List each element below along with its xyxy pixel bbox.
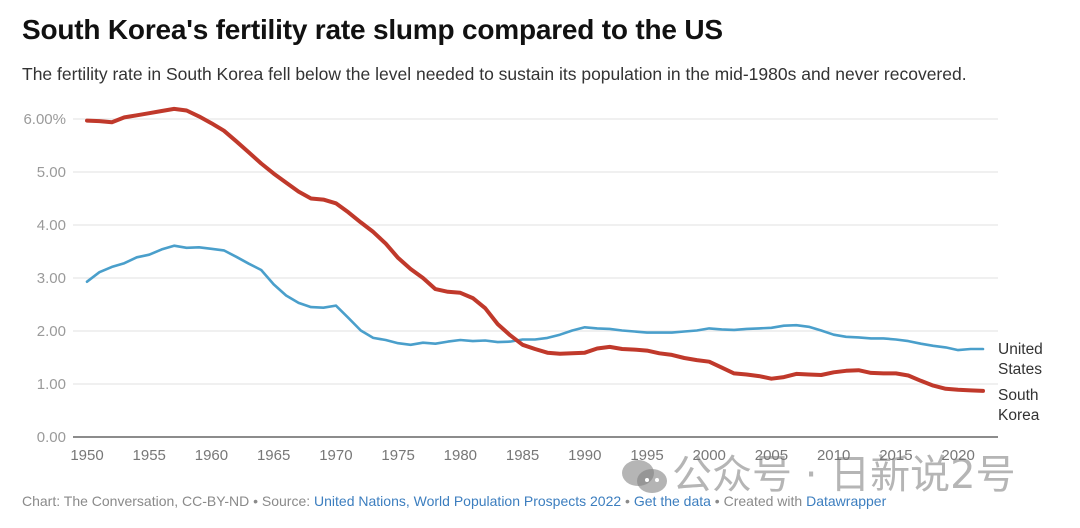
x-tick-label: 1960	[195, 447, 228, 464]
footer-credit: Chart: The Conversation, CC-BY-ND • Sour…	[22, 493, 315, 509]
y-tick-label: 1.00	[37, 376, 66, 393]
x-tick-label: 2015	[879, 447, 912, 464]
footer-separator: •	[621, 493, 634, 509]
watermark-text: 公众号 · 日新说2号	[672, 452, 1016, 498]
y-tick-label: 5.00	[37, 164, 66, 181]
y-axis-ticks: 0.00 1.00 2.00 3.00 4.00 5.00 6.00%	[23, 111, 66, 446]
series-label: States	[998, 361, 1042, 378]
series-label: United	[998, 341, 1043, 358]
x-tick-label: 2010	[817, 447, 850, 464]
x-tick-label: 1970	[319, 447, 352, 464]
x-tick-label: 1950	[70, 447, 103, 464]
chart-subtitle: The fertility rate in South Korea fell b…	[22, 64, 967, 84]
x-tick-label: 2020	[941, 447, 974, 464]
wechat-icon	[620, 457, 672, 497]
series-line-south-korea	[85, 106, 985, 393]
x-axis-ticks: 1950 1955 1960 1965 1970 1975 1980 1985 1990 1995…	[70, 447, 974, 464]
y-tick-label: 6.00%	[23, 111, 66, 128]
series-label: South	[998, 387, 1039, 404]
y-tick-label: 3.00	[37, 270, 66, 287]
y-tick-label: 0.00	[37, 429, 66, 446]
series-label: Korea	[998, 407, 1040, 424]
get-the-data-link[interactable]: Get the data	[633, 493, 711, 509]
chart-footer: Chart: The Conversation, CC-BY-ND • Sour…	[22, 493, 886, 509]
x-tick-label: 1975	[381, 447, 414, 464]
source-link[interactable]: United Nations, World Population Prospec…	[314, 493, 622, 509]
x-tick-label: 1990	[568, 447, 601, 464]
x-tick-label: 2005	[755, 447, 788, 464]
x-tick-label: 1955	[133, 447, 166, 464]
y-tick-label: 2.00	[37, 323, 66, 340]
watermark: 公众号 · 日新说2号	[620, 442, 1016, 500]
x-tick-label: 2000	[693, 447, 726, 464]
x-tick-label: 1995	[630, 447, 663, 464]
x-tick-label: 1965	[257, 447, 290, 464]
gridlines	[73, 118, 998, 385]
footer-created-with: • Created with	[710, 493, 807, 509]
datawrapper-link[interactable]: Datawrapper	[806, 493, 887, 509]
y-tick-label: 4.00	[37, 217, 66, 234]
series-line-united-states	[85, 244, 985, 352]
chart-title: South Korea's fertility rate slump compa…	[22, 14, 723, 45]
series-lines	[85, 106, 985, 393]
x-tick-label: 1980	[444, 447, 477, 464]
x-tick-label: 1985	[506, 447, 539, 464]
series-labels: United States South Korea	[998, 341, 1043, 424]
